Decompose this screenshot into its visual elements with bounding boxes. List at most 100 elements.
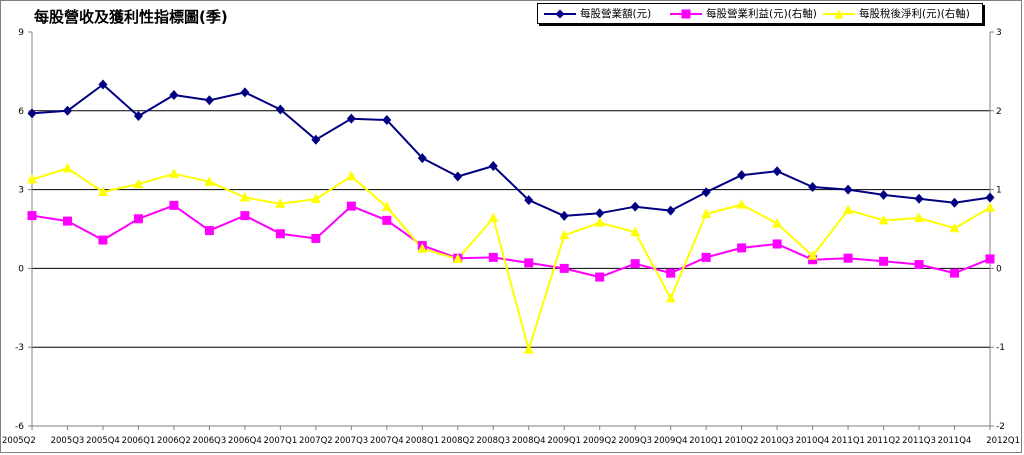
- data-point-diamond: [595, 208, 605, 219]
- category-label: 2011Q1: [831, 436, 865, 446]
- left-tick-label: -6: [15, 422, 24, 432]
- category-label: 2006Q2: [157, 436, 191, 446]
- data-point-diamond: [62, 105, 72, 116]
- data-point-square: [382, 215, 392, 225]
- data-point-diamond: [382, 114, 392, 125]
- data-point-triangle: [204, 176, 215, 186]
- data-point-triangle: [736, 199, 747, 209]
- data-point-triangle: [346, 170, 357, 181]
- data-point-diamond: [630, 201, 640, 212]
- right-tick-label: -2: [996, 422, 1005, 432]
- data-point-square: [914, 259, 924, 269]
- data-point-triangle: [168, 168, 179, 178]
- data-point-diamond: [275, 104, 285, 115]
- data-point-diamond: [950, 197, 960, 208]
- data-point-diamond: [453, 171, 463, 182]
- data-point-diamond: [843, 184, 853, 195]
- legend-label-revenue: 每股營業額(元): [580, 8, 652, 20]
- data-point-triangle: [239, 191, 250, 202]
- data-point-triangle: [381, 201, 392, 211]
- data-point-square: [488, 252, 498, 262]
- category-label: 2005Q2: [2, 436, 36, 446]
- category-label: 2006Q1: [122, 436, 156, 446]
- category-label: 2012Q1: [986, 436, 1020, 446]
- series-line-0: [31, 83, 991, 217]
- right-tick-label: -1: [996, 343, 1005, 353]
- category-label: 2011Q3: [902, 436, 936, 446]
- data-point-square: [950, 268, 960, 278]
- data-point-square: [524, 258, 534, 268]
- data-point-diamond: [169, 90, 179, 101]
- data-point-triangle: [949, 222, 960, 233]
- data-point-triangle: [630, 226, 641, 237]
- legend-swatch-operating-income: [670, 9, 702, 18]
- data-point-triangle: [523, 344, 534, 354]
- data-point-triangle: [97, 186, 108, 196]
- left-tick-label: 6: [18, 107, 24, 117]
- data-point-diamond: [98, 79, 108, 90]
- data-point-diamond: [488, 160, 498, 171]
- data-point-triangle: [701, 208, 712, 219]
- right-tick-label: 1: [996, 186, 1002, 196]
- legend-swatch-net-income: [823, 9, 855, 18]
- left-tick-label: -3: [15, 343, 24, 353]
- category-label: 2007Q1: [264, 436, 298, 446]
- legend-label-operating-income: 每股營業利益(元)(右軸): [706, 8, 817, 20]
- data-point-triangle: [133, 178, 144, 189]
- data-point-triangle: [559, 229, 570, 240]
- category-label: 2007Q4: [370, 436, 404, 446]
- data-point-square: [666, 268, 676, 278]
- data-point-triangle: [275, 198, 286, 208]
- category-label: 2008Q3: [476, 436, 510, 446]
- category-label: 2008Q4: [512, 436, 546, 446]
- data-point-triangle: [914, 212, 925, 222]
- data-point-square: [240, 211, 250, 221]
- data-point-diamond: [701, 187, 711, 198]
- legend-label-net-income: 每股稅後淨利(元)(右軸): [859, 8, 970, 20]
- data-point-square: [204, 226, 214, 236]
- category-label: 2009Q4: [654, 436, 688, 446]
- category-label: 2009Q2: [583, 436, 617, 446]
- left-tick-label: 9: [18, 28, 24, 38]
- data-point-square: [843, 253, 853, 263]
- data-point-square: [311, 233, 321, 243]
- legend-swatch-revenue: [544, 9, 576, 18]
- data-point-triangle: [772, 217, 783, 228]
- data-point-diamond: [914, 193, 924, 204]
- left-tick-label: 3: [18, 186, 24, 196]
- data-point-triangle: [594, 217, 605, 227]
- right-tick-label: 0: [996, 264, 1002, 274]
- data-point-square: [133, 214, 143, 224]
- data-point-diamond: [133, 111, 143, 122]
- data-point-square: [559, 263, 569, 273]
- data-point-triangle: [452, 253, 463, 263]
- data-point-square: [27, 211, 37, 221]
- category-label: 2010Q3: [760, 436, 794, 446]
- category-label: 2008Q1: [405, 436, 439, 446]
- data-point-triangle: [665, 292, 676, 303]
- data-point-triangle: [62, 162, 73, 173]
- category-label: 2009Q3: [618, 436, 652, 446]
- data-point-square: [62, 216, 72, 226]
- data-point-triangle: [985, 202, 995, 212]
- data-point-diamond: [27, 108, 37, 119]
- data-point-diamond: [666, 205, 676, 216]
- data-point-square: [169, 200, 179, 210]
- data-point-triangle: [843, 204, 854, 215]
- data-point-diamond: [559, 210, 569, 221]
- data-point-square: [772, 239, 782, 249]
- category-label: 2006Q4: [228, 436, 262, 446]
- data-point-square: [98, 235, 108, 245]
- data-point-square: [630, 259, 640, 269]
- legend-entry-net-income: 每股稅後淨利(元)(右軸): [821, 4, 970, 23]
- data-point-triangle: [417, 243, 428, 253]
- legend-entry-operating-income: 每股營業利益(元)(右軸): [668, 4, 817, 23]
- data-point-square: [346, 201, 356, 211]
- data-point-square: [275, 229, 285, 239]
- data-point-triangle: [488, 212, 499, 222]
- right-tick-label: 3: [996, 28, 1002, 38]
- data-point-diamond: [879, 189, 889, 200]
- data-point-triangle: [878, 214, 889, 225]
